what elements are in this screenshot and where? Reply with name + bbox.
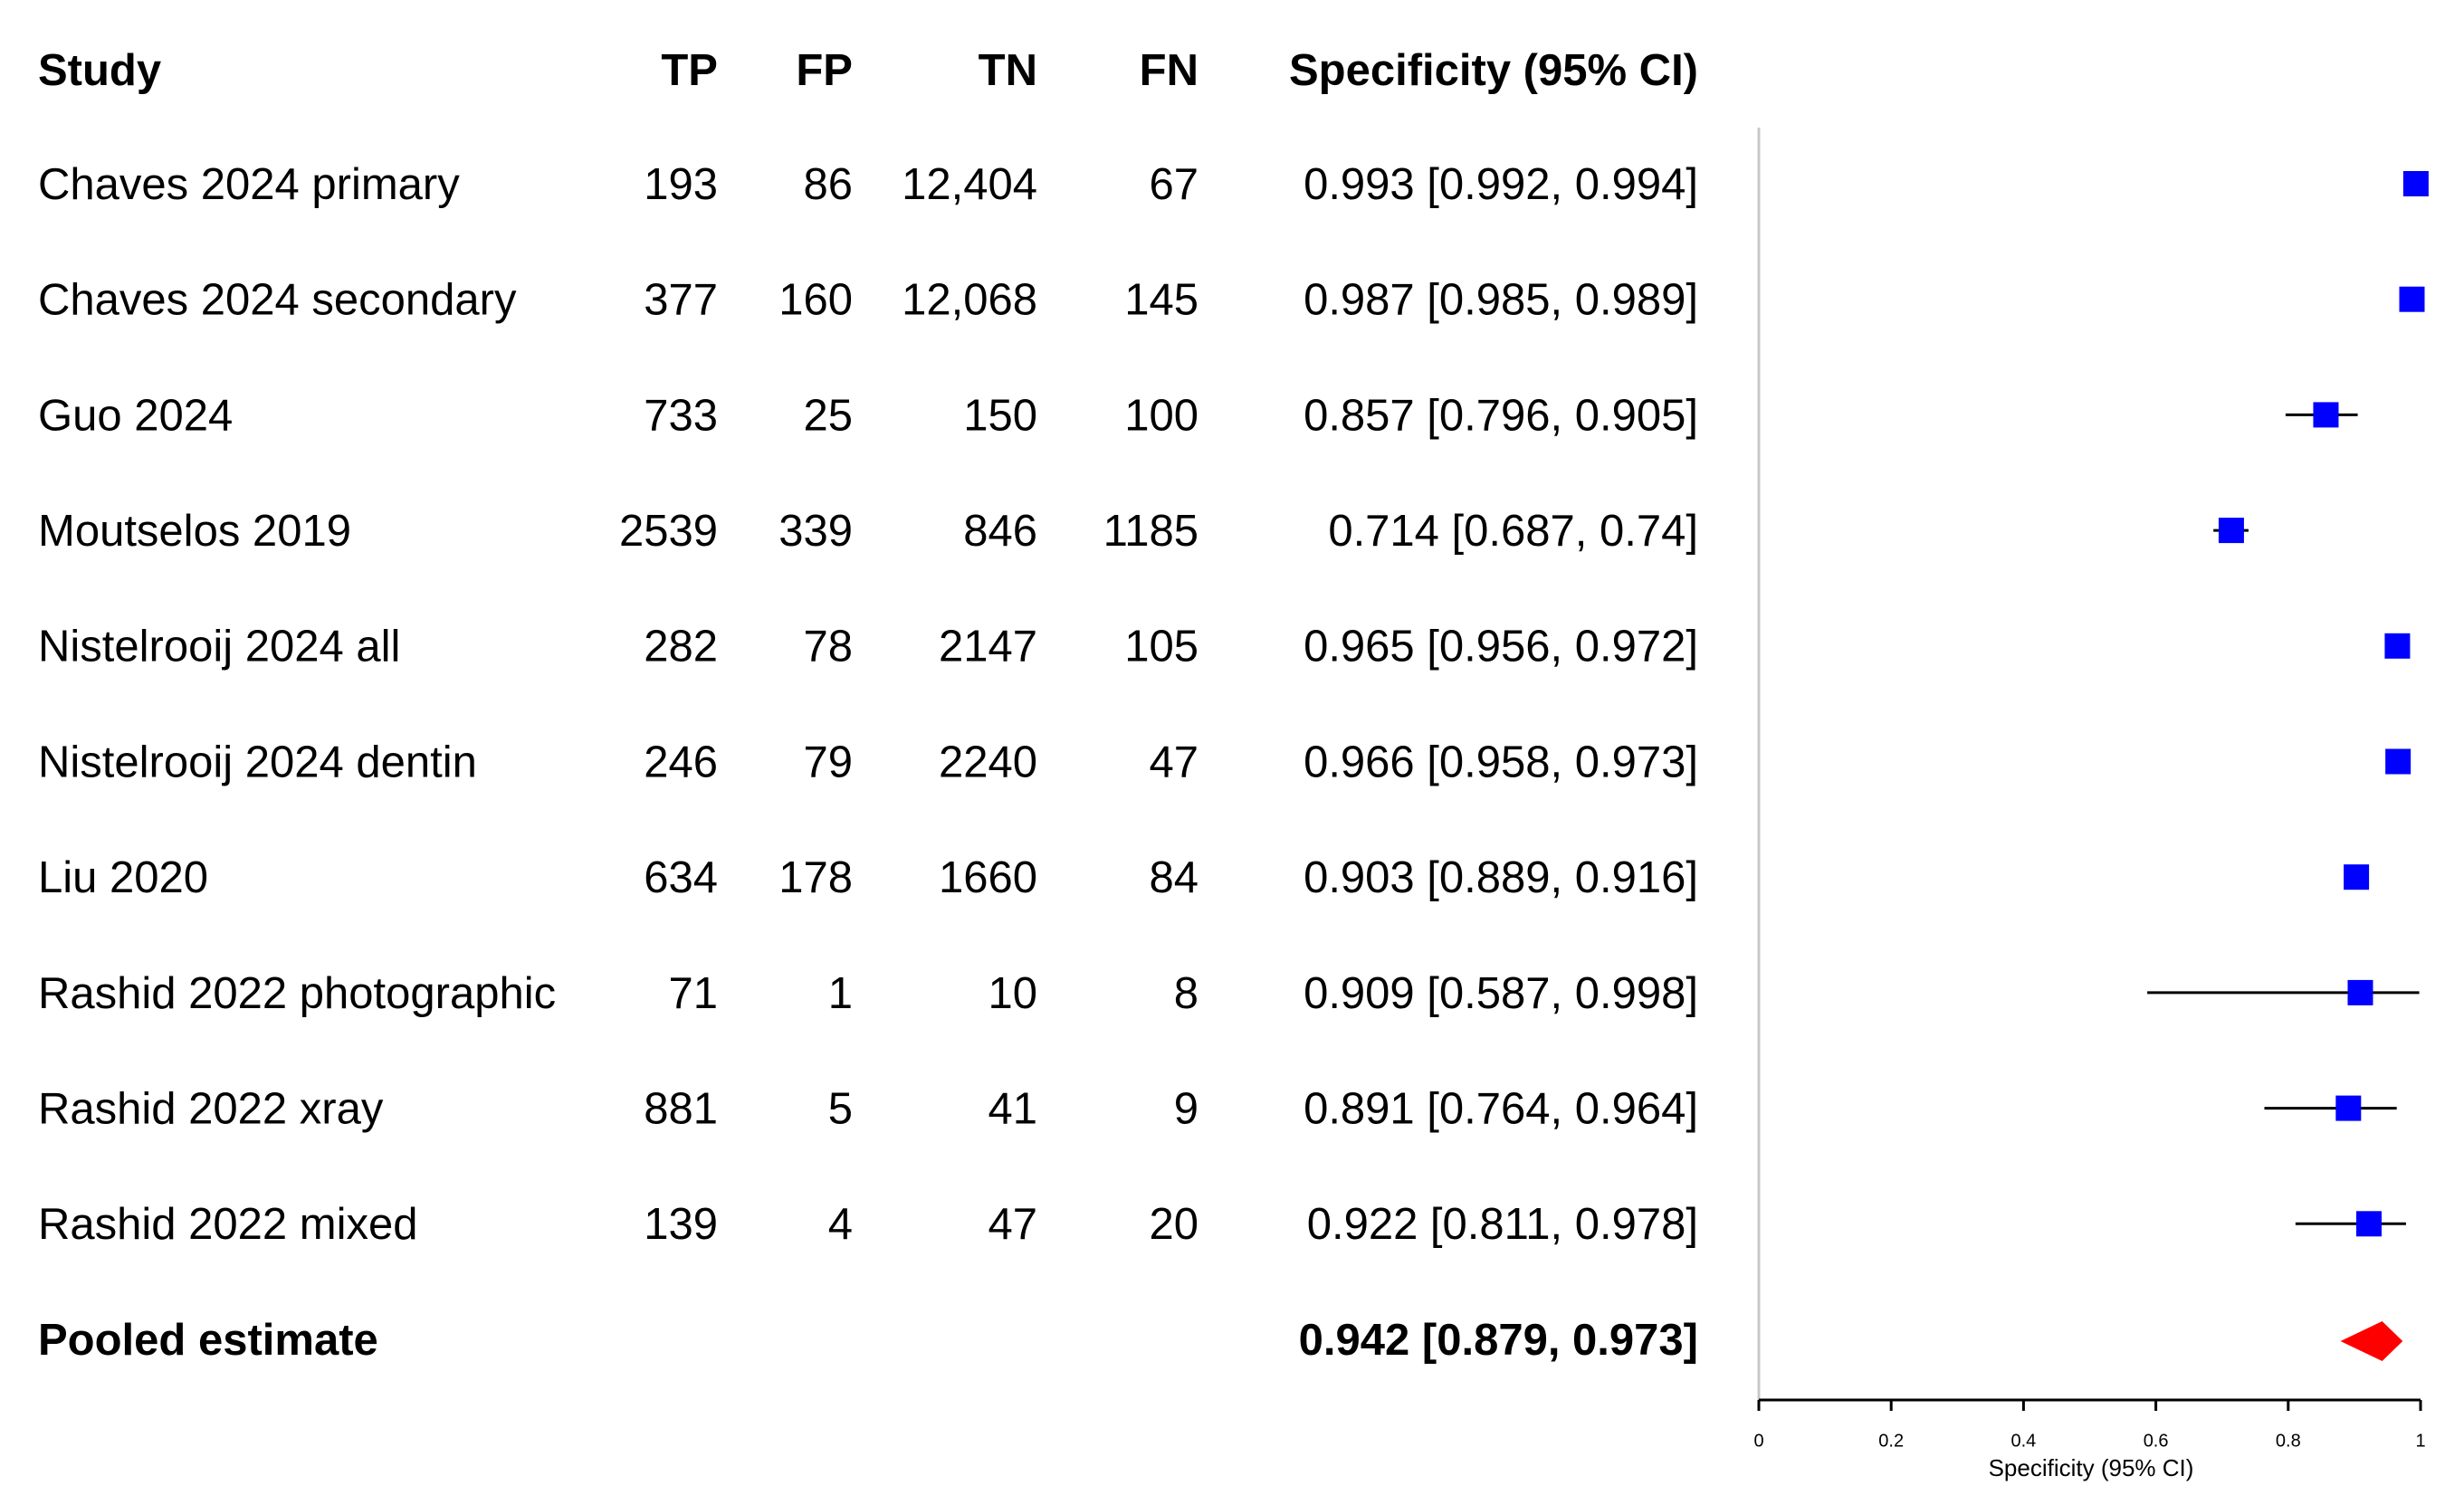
table-cell: 20 (1149, 1200, 1199, 1249)
table-cell: 881 (644, 1085, 718, 1134)
table-cell: Guo 2024 (38, 391, 233, 440)
column-header: TN (979, 46, 1037, 95)
column-header: Study (38, 46, 161, 95)
table-cell: 733 (644, 391, 718, 440)
table-cell: 0.987 [0.985, 0.989] (1304, 276, 1698, 325)
estimate-square (2218, 518, 2244, 544)
table-cell: 79 (803, 738, 853, 786)
pooled-ci-label: 0.942 [0.879, 0.973] (1299, 1316, 1698, 1365)
table-cell: Chaves 2024 primary (38, 160, 460, 209)
table-cell: Rashid 2022 photographic (38, 969, 556, 1018)
table-cell: 0.903 [0.889, 0.916] (1304, 853, 1698, 902)
estimate-square (2384, 633, 2411, 659)
x-tick-label: 1 (2415, 1431, 2425, 1451)
estimate-square (2399, 286, 2425, 312)
estimate-square (2347, 979, 2373, 1005)
table-cell: 2539 (619, 507, 718, 556)
x-tick-label: 0.8 (2276, 1431, 2301, 1451)
table-cell: 282 (644, 623, 718, 671)
table-cell: 4 (828, 1200, 853, 1249)
column-header: TP (661, 46, 718, 95)
x-axis-label: Specificity (95% CI) (1989, 1454, 2194, 1481)
table-cell: 634 (644, 853, 718, 902)
table-cell: 178 (778, 853, 853, 902)
table-cell: 246 (644, 738, 718, 786)
column-header: Specificity (95% CI) (1289, 46, 1698, 95)
x-tick-label: 0.6 (2144, 1431, 2169, 1451)
estimate-square (2344, 864, 2370, 890)
table-cell: 41 (988, 1085, 1037, 1134)
table-cell: 84 (1149, 853, 1199, 902)
table-cell: 1660 (939, 853, 1037, 902)
pooled-diamond (2340, 1321, 2403, 1361)
table-cell: 25 (803, 391, 853, 440)
table-cell: 86 (803, 160, 853, 209)
table-cell: 47 (988, 1200, 1037, 1249)
table-cell: 1185 (1103, 507, 1199, 556)
table-cell: Nistelrooij 2024 all (38, 623, 400, 671)
table-cell: Chaves 2024 secondary (38, 276, 517, 325)
table-cell: 10 (988, 969, 1037, 1018)
estimate-square (2402, 171, 2429, 196)
table-cell: 160 (778, 276, 853, 325)
table-cell: Rashid 2022 mixed (38, 1200, 417, 1249)
table-cell: 8 (1174, 969, 1199, 1018)
estimate-square (2313, 402, 2339, 428)
table-cell: 339 (778, 507, 853, 556)
table-cell: Nistelrooij 2024 dentin (38, 738, 477, 786)
table-cell: Liu 2020 (38, 853, 208, 902)
table-cell: 0.714 [0.687, 0.74] (1328, 507, 1698, 556)
table-cell: 145 (1124, 276, 1199, 325)
table-cell: 0.993 [0.992, 0.994] (1304, 160, 1698, 209)
x-tick-label: 0 (1753, 1431, 1763, 1451)
table-cell: 1 (828, 969, 853, 1018)
table-cell: 377 (644, 276, 718, 325)
table-cell: 5 (828, 1085, 853, 1134)
table-cell: 12,068 (902, 276, 1037, 325)
table-cell: 150 (963, 391, 1037, 440)
table-cell: 846 (963, 507, 1037, 556)
table-cell: 2147 (939, 623, 1037, 671)
table-cell: 67 (1149, 160, 1199, 209)
table-cell: 0.909 [0.587, 0.998] (1304, 969, 1698, 1018)
column-header: FP (796, 46, 853, 95)
table-cell: 0.966 [0.958, 0.973] (1304, 738, 1698, 786)
x-tick-label: 0.4 (2010, 1431, 2036, 1451)
table-cell: Moutselos 2019 (38, 507, 351, 556)
table-cell: 2240 (939, 738, 1037, 786)
table-cell: 9 (1174, 1085, 1199, 1134)
table-cell: 193 (644, 160, 718, 209)
table-cell: Rashid 2022 xray (38, 1085, 384, 1134)
table-cell: 0.965 [0.956, 0.972] (1304, 623, 1698, 671)
table-cell: 100 (1124, 391, 1199, 440)
column-header: FN (1140, 46, 1199, 95)
table-cell: 139 (644, 1200, 718, 1249)
estimate-square (2385, 748, 2411, 775)
estimate-square (2335, 1095, 2362, 1121)
table-cell: 0.922 [0.811, 0.978] (1307, 1200, 1698, 1249)
table-cell: 0.857 [0.796, 0.905] (1304, 391, 1698, 440)
table-cell: 12,404 (902, 160, 1037, 209)
table-cell: 78 (803, 623, 853, 671)
pooled-label: Pooled estimate (38, 1316, 378, 1365)
table-cell: 0.891 [0.764, 0.964] (1304, 1085, 1698, 1134)
table-cell: 47 (1149, 738, 1199, 786)
estimate-square (2355, 1211, 2382, 1237)
table-cell: 105 (1124, 623, 1199, 671)
x-tick-label: 0.2 (1878, 1431, 1904, 1451)
table-cell: 71 (668, 969, 718, 1018)
